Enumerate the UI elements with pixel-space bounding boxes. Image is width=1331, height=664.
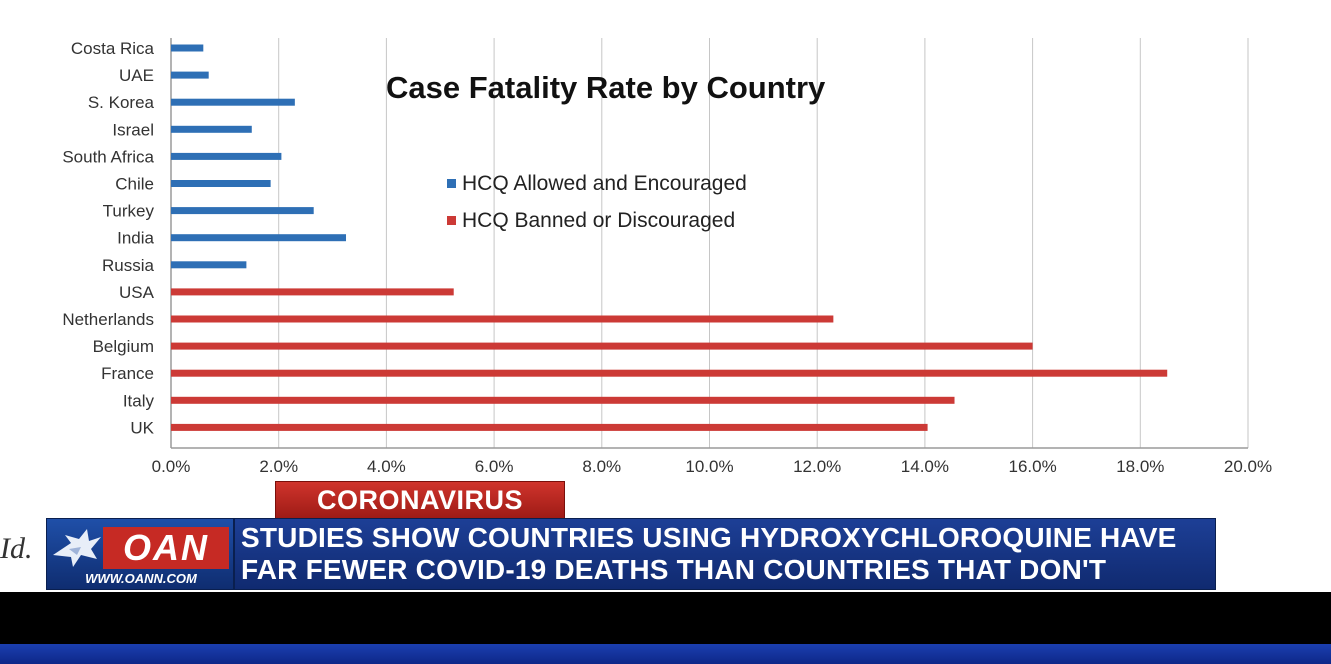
eagle-icon xyxy=(53,529,101,567)
bar-banned xyxy=(171,288,454,296)
bar-allowed xyxy=(171,234,347,242)
ticker-strip xyxy=(0,644,1331,664)
legend-label-banned: HCQ Banned or Discouraged xyxy=(462,208,736,232)
y-tick-label: India xyxy=(117,229,154,248)
x-tick-label: 0.0% xyxy=(152,457,191,476)
bar-banned xyxy=(171,369,1168,377)
chart-grid xyxy=(170,38,1249,449)
topic-tag: CORONAVIRUS xyxy=(275,481,565,519)
x-tick-label: 8.0% xyxy=(582,457,621,476)
chart-legend: HCQ Allowed and Encouraged HCQ Banned or… xyxy=(447,165,747,239)
y-tick-label: UK xyxy=(130,418,154,437)
y-tick-label: USA xyxy=(119,283,155,302)
background-document-text: Id. xyxy=(0,532,33,565)
y-tick-label: Netherlands xyxy=(62,310,154,329)
legend-label-allowed: HCQ Allowed and Encouraged xyxy=(462,171,747,195)
bar-banned xyxy=(171,423,928,431)
chart-labels: 0.0% 2.0% 4.0% 6.0% 8.0% 10.0% 12.0% 14.0% 16.0%… xyxy=(62,39,1272,476)
headline-line-1: STUDIES SHOW COUNTRIES USING HYDROXYCHLO… xyxy=(241,522,1177,553)
x-tick-label: 16.0% xyxy=(1008,457,1056,476)
y-tick-label: South Africa xyxy=(62,147,154,166)
y-tick-label: Turkey xyxy=(103,202,155,221)
bar-allowed xyxy=(171,261,247,269)
x-tick-label: 14.0% xyxy=(901,457,949,476)
legend-item-allowed: HCQ Allowed and Encouraged xyxy=(447,165,747,202)
y-tick-label: UAE xyxy=(119,66,154,85)
x-tick-label: 6.0% xyxy=(475,457,514,476)
bar-allowed xyxy=(171,71,209,79)
logo-wordmark: OAN xyxy=(103,527,229,569)
ticker-bar xyxy=(0,592,1331,644)
legend-item-banned: HCQ Banned or Discouraged xyxy=(447,202,747,239)
chart-bars xyxy=(171,44,1168,431)
bar-banned xyxy=(171,342,1033,350)
bar-allowed xyxy=(171,152,282,160)
topic-tag-label: CORONAVIRUS xyxy=(316,484,523,515)
x-tick-label: 4.0% xyxy=(367,457,406,476)
chart: 0.0% 2.0% 4.0% 6.0% 8.0% 10.0% 12.0% 14.0% 16.0%… xyxy=(62,38,1272,476)
legend-swatch-banned xyxy=(447,216,456,225)
bar-allowed xyxy=(171,207,314,215)
bar-allowed xyxy=(171,98,295,106)
y-tick-label: Chile xyxy=(115,175,154,194)
x-tick-label: 18.0% xyxy=(1116,457,1164,476)
bar-allowed xyxy=(171,44,204,52)
y-tick-label: S. Korea xyxy=(88,93,155,112)
headline-line-2: FAR FEWER COVID-19 DEATHS THAN COUNTRIES… xyxy=(241,554,1107,585)
x-tick-label: 10.0% xyxy=(685,457,733,476)
bar-allowed xyxy=(171,180,271,187)
x-tick-label: 2.0% xyxy=(259,457,298,476)
legend-swatch-allowed xyxy=(447,179,456,188)
y-tick-label: Russia xyxy=(102,256,155,275)
bar-banned xyxy=(171,396,955,404)
headline-banner: STUDIES SHOW COUNTRIES USING HYDROXYCHLO… xyxy=(234,518,1216,590)
bar-banned xyxy=(171,315,834,323)
logo-url: WWW.OANN.COM xyxy=(85,571,197,586)
y-tick-label: France xyxy=(101,364,154,383)
network-logo: OAN WWW.OANN.COM xyxy=(46,518,234,590)
y-tick-label: Israel xyxy=(112,120,154,139)
y-tick-label: Italy xyxy=(123,391,155,410)
bar-allowed xyxy=(171,125,252,133)
chart-title: Case Fatality Rate by Country xyxy=(386,70,826,105)
y-tick-label: Belgium xyxy=(93,337,154,356)
y-tick-label: Costa Rica xyxy=(71,39,155,58)
x-tick-label: 12.0% xyxy=(793,457,841,476)
x-tick-label: 20.0% xyxy=(1224,457,1272,476)
